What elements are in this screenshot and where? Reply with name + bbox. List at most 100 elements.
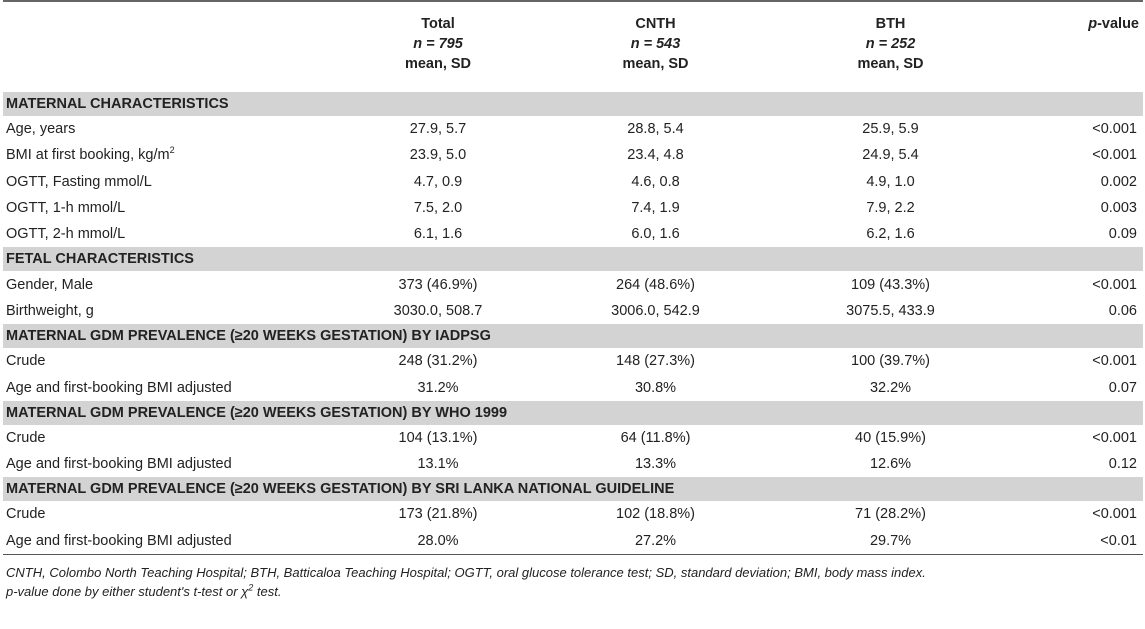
row-label: OGTT, 2-h mmol/L: [6, 226, 126, 243]
cell-total: 31.2%: [417, 379, 459, 396]
cell-pvalue: <0.001: [1092, 121, 1137, 138]
header-cnth-stat: mean, SD: [622, 56, 689, 72]
row-label: Gender, Male: [6, 276, 94, 293]
table-row: OGTT, Fasting mmol/L 4.7, 0.9 4.6, 0.8 4…: [3, 169, 1143, 195]
cell-bth: 40 (15.9%): [855, 429, 926, 446]
cell-cnth: 3006.0, 542.9: [611, 302, 700, 319]
section-title: MATERNAL GDM PREVALENCE (≥20 WEEKS GESTA…: [3, 400, 1143, 425]
row-label: OGTT, Fasting mmol/L: [6, 173, 152, 190]
row-label: OGTT, 1-h mmol/L: [6, 200, 126, 217]
cell-total: 373 (46.9%): [398, 276, 478, 293]
cell-bth: 100 (39.7%): [851, 353, 930, 370]
section-srilanka: MATERNAL GDM PREVALENCE (≥20 WEEKS GESTA…: [3, 477, 1143, 502]
table-row: OGTT, 2-h mmol/L 6.1, 1.6 6.0, 1.6 6.2, …: [3, 221, 1143, 247]
cell-pvalue: <0.001: [1092, 353, 1137, 370]
row-label-text: BMI at first booking, kg/m: [6, 147, 170, 164]
row-label-sup: 2: [169, 145, 175, 156]
row-label: Crude: [6, 429, 46, 446]
row-label: Age, years: [6, 121, 76, 138]
table-row: Birthweight, g 3030.0, 508.7 3006.0, 542…: [3, 298, 1143, 324]
bottom-rule: [3, 553, 1143, 555]
row-label: Crude: [6, 506, 46, 523]
header-bth-n: n = 252: [865, 36, 916, 52]
cell-pvalue: 0.07: [1108, 379, 1137, 396]
header-total-title: Total: [421, 16, 455, 32]
cell-total: 28.0%: [417, 532, 459, 549]
cell-total: 3030.0, 508.7: [393, 302, 483, 319]
section-title: MATERNAL CHARACTERISTICS: [3, 92, 1143, 116]
header-cnth-n: n = 543: [630, 36, 681, 52]
header-bth-stat: mean, SD: [857, 56, 924, 72]
table-row: Gender, Male 373 (46.9%) 264 (48.6%) 109…: [3, 271, 1143, 297]
header-pvalue-rest: -value: [1097, 16, 1139, 32]
footnote-tests: p-value done by either student's t-test …: [6, 582, 1143, 601]
table-row: BMI at first booking, kg/m2 23.9, 5.0 23…: [3, 142, 1143, 168]
header-cnth-title: CNTH: [635, 16, 676, 32]
cell-total: 173 (21.8%): [398, 506, 478, 523]
cell-total: 248 (31.2%): [398, 353, 478, 370]
cell-pvalue: 0.12: [1108, 456, 1137, 473]
cell-bth: 25.9, 5.9: [862, 121, 919, 138]
section-maternal: MATERNAL CHARACTERISTICS: [3, 92, 1143, 116]
header-total: Total n = 795 mean, SD: [338, 2, 538, 92]
cell-bth: 4.9, 1.0: [866, 173, 915, 190]
table-row: Age and first-booking BMI adjusted 31.2%…: [3, 374, 1143, 400]
header-bth-title: BTH: [875, 16, 906, 32]
cell-bth: 3075.5, 433.9: [846, 302, 935, 319]
table-row: OGTT, 1-h mmol/L 7.5, 2.0 7.4, 1.9 7.9, …: [3, 195, 1143, 221]
header-bth: BTH n = 252 mean, SD: [773, 2, 1008, 92]
cell-cnth: 264 (48.6%): [616, 276, 695, 293]
cell-pvalue: 0.002: [1100, 173, 1137, 190]
cell-bth: 71 (28.2%): [855, 506, 926, 523]
cell-total: 7.5, 2.0: [413, 200, 463, 217]
cell-total: 23.9, 5.0: [409, 147, 467, 164]
cell-total: 104 (13.1%): [398, 429, 478, 446]
cell-bth: 24.9, 5.4: [862, 147, 919, 164]
cell-cnth: 148 (27.3%): [616, 353, 695, 370]
table-row: Age and first-booking BMI adjusted 13.1%…: [3, 451, 1143, 477]
row-label: Age and first-booking BMI adjusted: [6, 379, 232, 396]
row-label: Birthweight, g: [6, 302, 94, 319]
cell-bth: 29.7%: [869, 532, 912, 549]
cell-cnth: 30.8%: [634, 379, 677, 396]
cell-total: 13.1%: [417, 456, 459, 473]
section-iadpsg: MATERNAL GDM PREVALENCE (≥20 WEEKS GESTA…: [3, 324, 1143, 349]
section-who: MATERNAL GDM PREVALENCE (≥20 WEEKS GESTA…: [3, 400, 1143, 425]
cell-bth: 6.2, 1.6: [866, 226, 915, 243]
footnote-abbreviations: CNTH, Colombo North Teaching Hospital; B…: [6, 564, 926, 580]
cell-cnth: 13.3%: [634, 456, 677, 473]
cell-cnth: 102 (18.8%): [616, 506, 695, 523]
header-pvalue: p-value: [1008, 2, 1143, 92]
row-label: Age and first-booking BMI adjusted: [6, 532, 232, 549]
header-total-stat: mean, SD: [404, 56, 472, 72]
cell-bth: 32.2%: [869, 379, 912, 396]
footnote-tests-text: p-value done by either student's t-test …: [6, 583, 249, 599]
section-fetal: FETAL CHARACTERISTICS: [3, 247, 1143, 272]
cell-bth: 109 (43.3%): [851, 276, 930, 293]
header-cnth: CNTH n = 543 mean, SD: [538, 2, 773, 92]
table-row: Age and first-booking BMI adjusted 28.0%…: [3, 528, 1143, 554]
row-label: Crude: [6, 353, 46, 370]
header-empty: [3, 2, 338, 92]
cell-pvalue: <0.01: [1100, 532, 1137, 549]
table-row: Crude 173 (21.8%) 102 (18.8%) 71 (28.2%)…: [3, 501, 1143, 527]
cell-total: 27.9, 5.7: [409, 121, 467, 138]
cell-cnth: 28.8, 5.4: [627, 121, 684, 138]
row-label: BMI at first booking, kg/m2: [3, 142, 338, 168]
cell-cnth: 27.2%: [634, 532, 677, 549]
table-row: Crude 104 (13.1%) 64 (11.8%) 40 (15.9%) …: [3, 425, 1143, 451]
cell-bth: 7.9, 2.2: [866, 200, 915, 217]
results-table-container: Total n = 795 mean, SD CNTH n = 543 mean…: [3, 0, 1143, 601]
table-footnote: CNTH, Colombo North Teaching Hospital; B…: [3, 563, 1143, 601]
header-pvalue-p: p: [1088, 16, 1098, 32]
cell-pvalue: <0.001: [1092, 147, 1137, 164]
table-row: Age, years 27.9, 5.7 28.8, 5.4 25.9, 5.9…: [3, 116, 1143, 142]
cell-total: 4.7, 0.9: [413, 173, 463, 190]
cell-cnth: 6.0, 1.6: [631, 226, 680, 243]
section-title: MATERNAL GDM PREVALENCE (≥20 WEEKS GESTA…: [3, 324, 1143, 349]
cell-cnth: 4.6, 0.8: [631, 173, 680, 190]
cell-cnth: 23.4, 4.8: [627, 147, 684, 164]
cell-total: 6.1, 1.6: [413, 226, 463, 243]
section-title: MATERNAL GDM PREVALENCE (≥20 WEEKS GESTA…: [3, 477, 1143, 502]
footnote-chi-sup: 2: [248, 582, 254, 593]
